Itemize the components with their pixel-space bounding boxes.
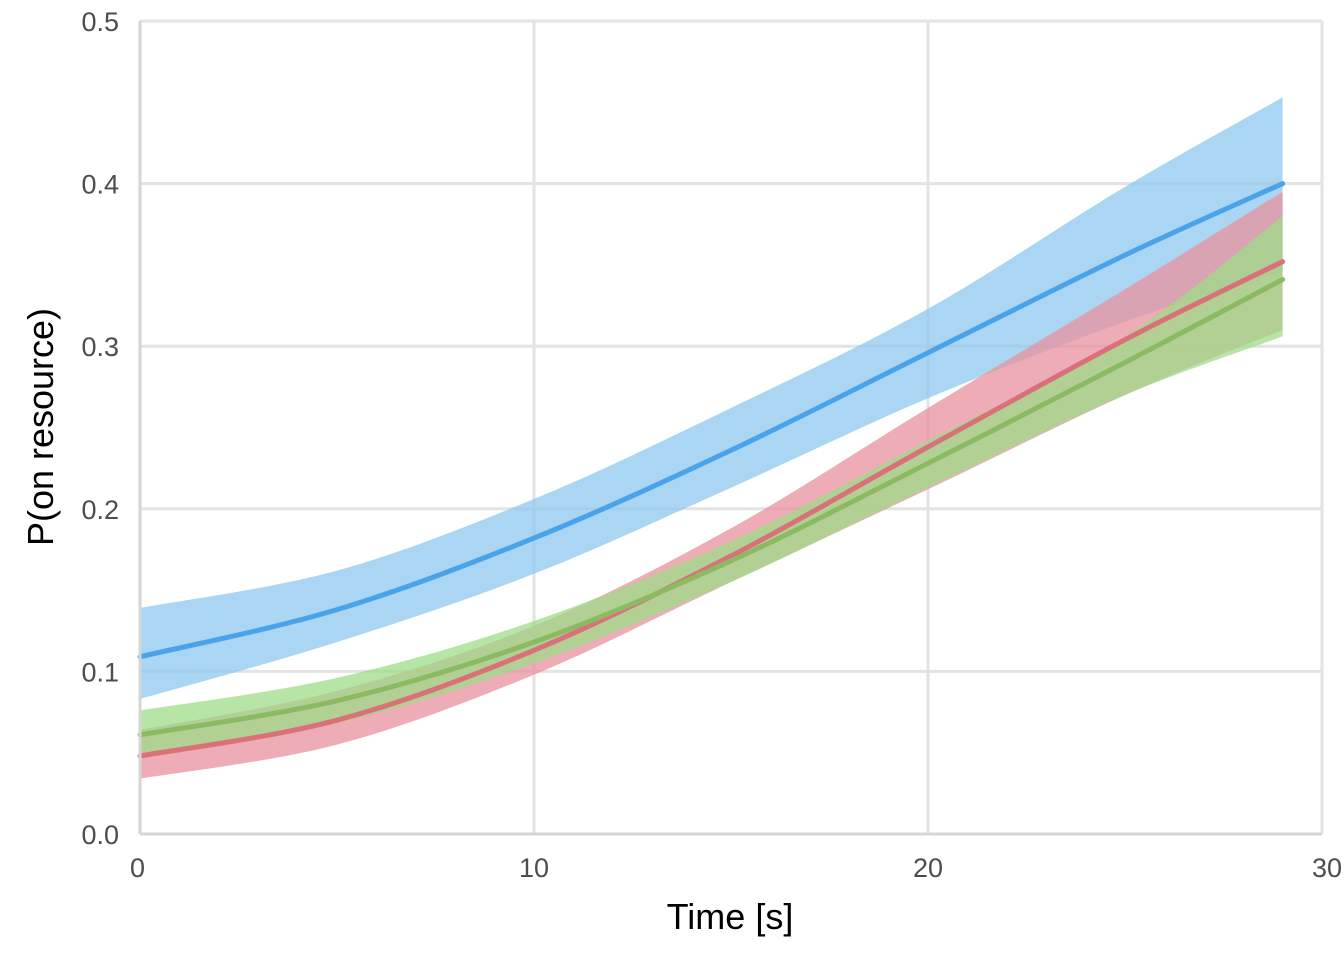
- x-tick-label-20: 20: [913, 853, 943, 883]
- y-tick-label-0.0: 0.0: [81, 820, 119, 850]
- grid: [140, 19, 1324, 834]
- axes: [138, 21, 1322, 836]
- y-tick-label-0.5: 0.5: [81, 7, 119, 37]
- x-tick-label-30: 30: [1312, 853, 1342, 883]
- line-blue: [137, 181, 1286, 660]
- y-tick-label-0.4: 0.4: [81, 170, 119, 200]
- band-green: [140, 216, 1283, 757]
- y-tick-label-0.2: 0.2: [81, 495, 119, 525]
- line-green: [137, 277, 1286, 738]
- band-blue: [140, 97, 1283, 699]
- tick-labels: 0 10 20 30 0.0 0.1 0.2 0.3 0.4 0.5: [81, 7, 1342, 883]
- x-tick-label-0: 0: [130, 853, 145, 883]
- y-tick-label-0.3: 0.3: [81, 332, 119, 362]
- y-axis-title: P(on resource): [20, 308, 61, 546]
- x-tick-label-10: 10: [519, 853, 549, 883]
- x-axis-title: Time [s]: [667, 896, 794, 937]
- confidence-bands: [140, 97, 1283, 779]
- line-red: [137, 259, 1286, 759]
- y-tick-label-0.1: 0.1: [81, 657, 119, 687]
- series-lines: [137, 181, 1286, 759]
